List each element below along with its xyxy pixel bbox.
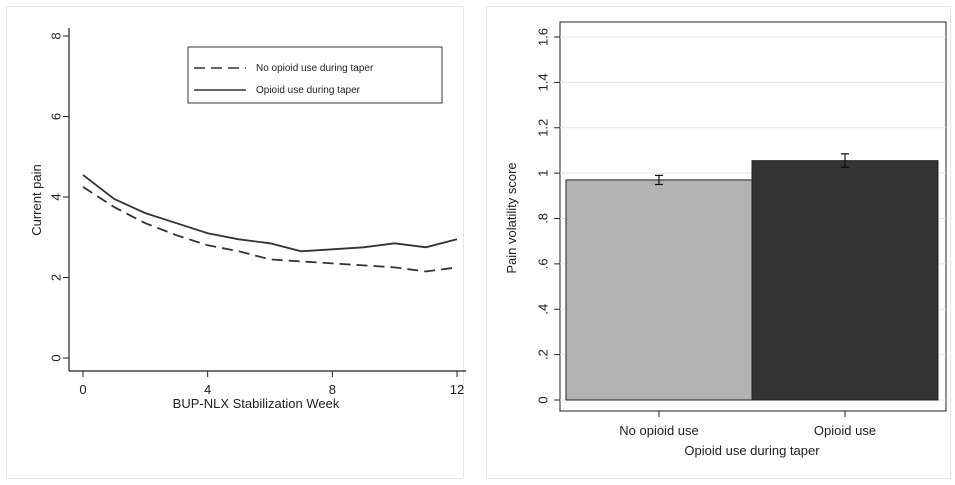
legend: No opioid use during taper Opioid use du… [187,46,443,104]
legend-label-no-opioid: No opioid use during taper [256,63,374,74]
y-tick-label: 8 [48,32,63,39]
y-tick-label: 0 [535,396,550,403]
x-axis-label: BUP-NLX Stabilization Week [173,396,340,411]
y-tick-label: 4 [48,193,63,200]
y-tick-label: 1 [535,170,550,177]
y-tick-label: 6 [48,113,63,120]
y-tick-label: 0 [48,354,63,361]
x-tick-label: No opioid use [619,423,699,438]
plot-area: 0 2 4 6 8 0 4 8 12 [48,28,466,397]
series-line-no-opioid [82,186,458,273]
plot-area: 0 .2 .4 .6 .8 1 1.2 1.4 1.6 No opioid use Opioid u… [535,21,947,438]
y-tick-label: .2 [535,349,550,360]
series-line-opioid [82,174,458,253]
y-tick-label: 2 [48,274,63,281]
y-axis-label: Pain volatility score [504,162,519,273]
pain-trajectory-chart: 0 2 4 6 8 0 4 8 12 No opioid use during taper Op… [29,28,466,411]
x-tick-label: 12 [450,382,464,397]
pain-trajectory-panel: 0 2 4 6 8 0 4 8 12 No opioid use during taper Op… [0,0,470,485]
x-axis-label: Opioid use during taper [684,443,820,458]
panel-frame [486,6,951,479]
panel-frame [6,6,464,479]
y-tick-label: 1.2 [535,119,550,137]
bar-opioid-use [751,160,939,401]
bar-no-opioid-use [565,179,753,401]
pain-volatility-panel: 0 .2 .4 .6 .8 1 1.2 1.4 1.6 No opioid use Opioid u… [482,0,955,485]
x-tick-label: Opioid use [814,423,876,438]
legend-box [187,46,443,104]
y-tick-label: .8 [535,213,550,224]
legend-label-opioid: Opioid use during taper [256,85,361,96]
y-tick-label: .4 [535,304,550,315]
x-tick-label: 8 [329,382,336,397]
x-tick-label: 0 [79,382,86,397]
pain-volatility-chart: 0 .2 .4 .6 .8 1 1.2 1.4 1.6 No opioid use Opioid u… [504,21,947,458]
y-tick-label: .6 [535,258,550,269]
y-axis-label: Current pain [29,164,44,236]
x-tick-label: 4 [204,382,211,397]
y-tick-label: 1.6 [535,28,550,46]
y-tick-label: 1.4 [535,73,550,91]
